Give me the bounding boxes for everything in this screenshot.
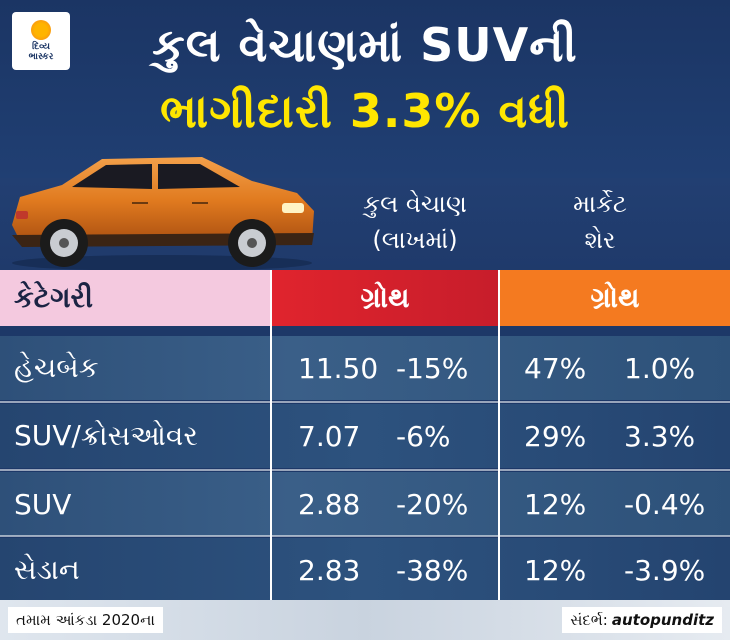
- row-sales-growth: -6%: [396, 419, 451, 453]
- logo-line1: દિવ્ય: [32, 42, 50, 52]
- table-row: SUV 2.88 -20% 12% -0.4%: [0, 472, 730, 536]
- row-share-growth: 1.0%: [624, 351, 696, 385]
- sales-heading-line1: કુલ વેચાણ: [363, 190, 467, 218]
- share-growth-header: ગ્રોથ: [500, 270, 730, 326]
- row-sales-growth: -15%: [396, 351, 469, 385]
- sales-heading-line2: (લાખમાં): [372, 226, 458, 254]
- source-label: સંદર્ભ:: [570, 611, 608, 629]
- logo-line2: ભાસ્કર: [28, 52, 54, 62]
- row-sales: 2.88: [298, 487, 361, 521]
- sun-icon: [31, 20, 51, 40]
- row-category: SUV: [14, 487, 72, 521]
- row-divider: [0, 401, 730, 403]
- row-share-growth: -3.9%: [624, 553, 706, 587]
- row-share: 12%: [524, 553, 587, 587]
- table-row: SUV/ક્રોસઓવર 7.07 -6% 29% 3.3%: [0, 404, 730, 468]
- page-title-line2: ભાગીદારી 3.3% વધી: [160, 84, 570, 138]
- row-share: 12%: [524, 487, 587, 521]
- footer-note: તમામ આંકડા 2020ના: [8, 607, 163, 633]
- footer-source: સંદર્ભ: autopunditz: [562, 607, 722, 633]
- row-sales-growth: -38%: [396, 553, 469, 587]
- header-banner: [0, 0, 730, 178]
- table-row: હેચબેક 11.50 -15% 47% 1.0%: [0, 336, 730, 400]
- row-share-growth: -0.4%: [624, 487, 706, 521]
- category-header: કેટેગરી: [0, 270, 270, 326]
- sales-growth-header: ગ્રોથ: [272, 270, 498, 326]
- brand-logo: દિવ્ય ભાસ્કર: [12, 12, 70, 70]
- share-heading-line2: શેર: [584, 226, 616, 254]
- row-category: સેડાન: [14, 553, 80, 586]
- source-value: autopunditz: [611, 611, 714, 629]
- row-sales: 7.07: [298, 419, 361, 453]
- row-category: SUV/ક્રોસઓવર: [14, 419, 198, 452]
- row-share: 47%: [524, 351, 587, 385]
- row-divider: [0, 535, 730, 537]
- car-image: [12, 157, 314, 271]
- column-divider: [270, 270, 272, 600]
- row-divider: [0, 469, 730, 471]
- table-row: સેડાન 2.83 -38% 12% -3.9%: [0, 538, 730, 602]
- row-share-growth: 3.3%: [624, 419, 696, 453]
- row-share: 29%: [524, 419, 587, 453]
- row-sales-growth: -20%: [396, 487, 469, 521]
- page-title-line1: કુલ વેચાણમાં SUVની: [152, 18, 578, 72]
- row-category: હેચબેક: [14, 351, 99, 384]
- share-column-heading: માર્કેટ શેર: [530, 186, 670, 258]
- sales-column-heading: કુલ વેચાણ (લાખમાં): [330, 186, 500, 258]
- row-sales: 2.83: [298, 553, 361, 587]
- row-sales: 11.50: [298, 351, 379, 385]
- share-heading-line1: માર્કેટ: [573, 190, 627, 218]
- column-divider: [498, 270, 500, 600]
